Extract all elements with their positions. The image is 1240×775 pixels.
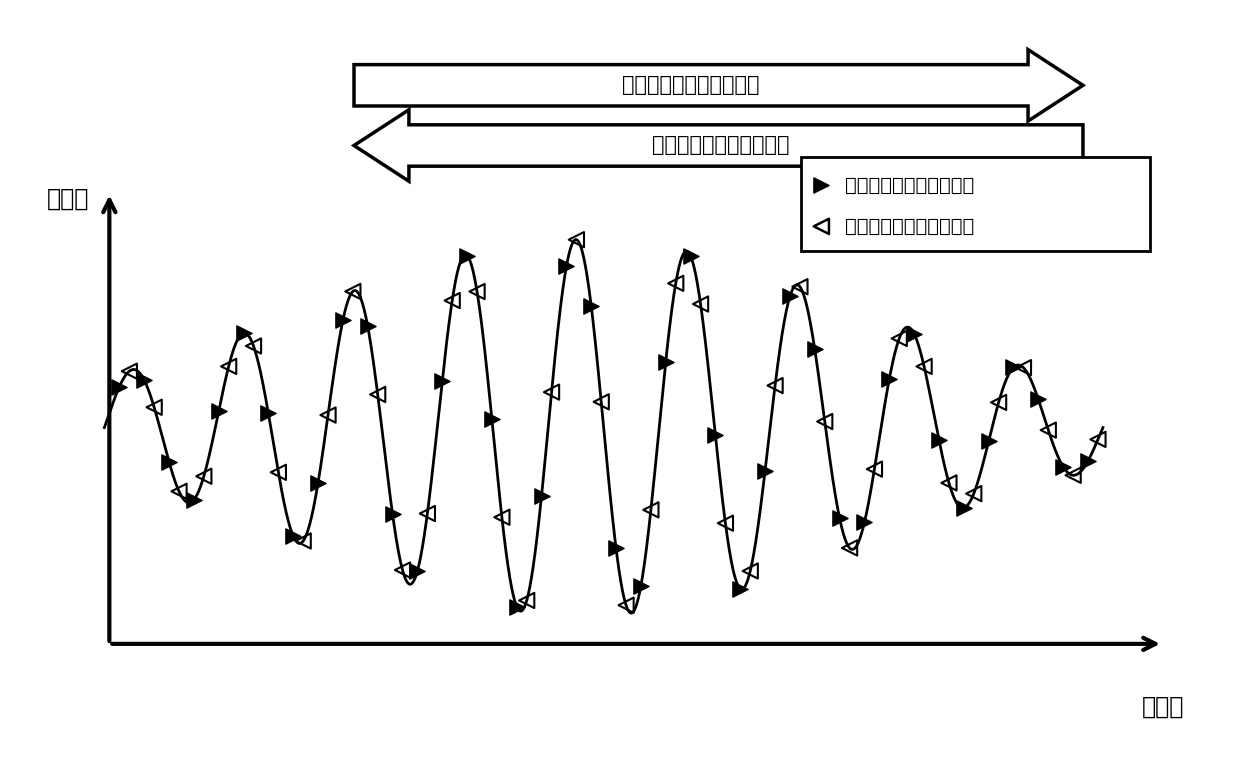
Point (368, 388, 388, 401)
Point (184, 494, 203, 506)
Point (656, 356, 676, 368)
Text: 干涉图: 干涉图 (47, 187, 89, 211)
Point (755, 464, 775, 477)
Point (567, 233, 587, 246)
Point (1078, 455, 1097, 467)
Point (243, 339, 263, 352)
Point (765, 379, 785, 391)
Point (319, 409, 339, 422)
Point (929, 434, 949, 446)
Point (631, 580, 651, 592)
Point (666, 277, 686, 290)
Point (109, 381, 129, 393)
Point (119, 365, 139, 377)
Point (208, 405, 228, 418)
Point (839, 542, 859, 554)
Point (169, 485, 188, 498)
Point (830, 512, 849, 525)
Point (1038, 424, 1058, 436)
Point (1053, 460, 1073, 473)
Point (854, 516, 874, 529)
Point (811, 220, 831, 232)
Point (681, 250, 701, 262)
Point (706, 429, 725, 442)
Point (258, 407, 278, 419)
Point (283, 530, 303, 542)
Point (233, 327, 253, 339)
Point (492, 511, 512, 523)
Point (542, 386, 562, 398)
Point (641, 504, 661, 516)
Point (963, 487, 983, 500)
Point (790, 281, 810, 293)
Point (218, 360, 238, 373)
Point (988, 396, 1008, 408)
Point (715, 517, 735, 529)
Point (134, 374, 154, 386)
Point (557, 260, 577, 273)
Point (268, 466, 288, 478)
Point (740, 565, 760, 577)
Text: 光程差: 光程差 (1142, 694, 1184, 718)
Point (418, 508, 438, 520)
Polygon shape (353, 50, 1083, 121)
Point (408, 565, 428, 577)
Point (517, 594, 537, 607)
Point (458, 250, 477, 262)
Point (1013, 361, 1033, 374)
Text: 正向干涉图序列采样位置: 正向干涉图序列采样位置 (846, 175, 975, 195)
Text: 反向干涉图序列采样位置: 反向干涉图序列采样位置 (846, 217, 975, 236)
Point (334, 314, 353, 326)
Polygon shape (353, 110, 1083, 181)
Point (805, 343, 825, 356)
Point (343, 285, 363, 298)
Point (393, 564, 413, 577)
Point (482, 413, 502, 425)
Text: 正向十涉图序列采样方向: 正向十涉图序列采样方向 (622, 75, 760, 95)
Point (1003, 361, 1023, 374)
Point (864, 463, 884, 475)
Text: 反向十涉图序列采样方向: 反向十涉图序列采样方向 (652, 136, 790, 156)
Point (507, 601, 527, 613)
Point (904, 328, 924, 340)
Point (811, 179, 831, 191)
Point (939, 477, 959, 489)
Point (889, 332, 909, 345)
Point (467, 285, 487, 298)
Point (879, 373, 899, 385)
Point (1063, 469, 1083, 481)
Point (691, 298, 711, 310)
Point (532, 490, 552, 502)
Point (978, 435, 998, 447)
Point (914, 360, 934, 373)
Point (443, 294, 463, 307)
Point (730, 582, 750, 594)
Point (582, 300, 601, 312)
Point (591, 395, 611, 408)
Point (1028, 393, 1048, 405)
Point (1087, 433, 1107, 446)
FancyBboxPatch shape (801, 157, 1149, 251)
Point (433, 375, 453, 388)
Point (780, 290, 800, 302)
Point (815, 415, 835, 428)
Point (159, 456, 179, 468)
Point (954, 501, 973, 514)
Point (383, 508, 403, 520)
Point (358, 320, 378, 332)
Point (616, 599, 636, 611)
Point (144, 401, 164, 414)
Point (606, 542, 626, 555)
Point (293, 535, 312, 547)
Point (308, 477, 327, 489)
Point (193, 470, 213, 483)
